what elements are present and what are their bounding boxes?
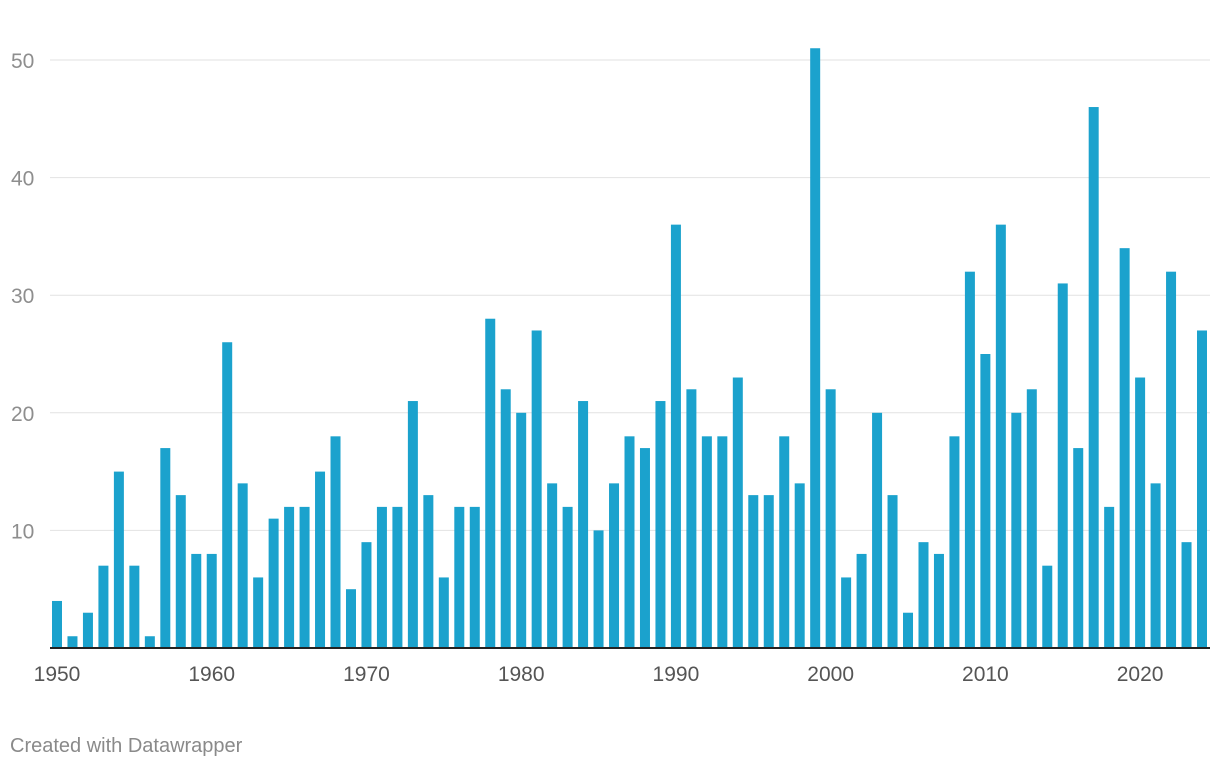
bar-1954 [113,471,124,648]
bar-2020 [1135,377,1146,648]
bar-1984 [578,401,589,648]
bar-1950 [52,600,62,648]
bar-1995 [748,495,759,648]
x-tick-label: 2020 [1117,663,1164,686]
bar-1978 [485,318,496,648]
bar-1999 [810,48,821,649]
bar-1969 [345,589,356,648]
bar-1959 [191,553,202,648]
bar-1952 [82,612,93,648]
bar-2012 [1011,412,1022,648]
bar-1965 [284,506,295,648]
bar-2011 [995,224,1006,648]
x-tick-label: 1970 [343,663,390,686]
x-tick-label: 2000 [807,663,854,686]
bar-1985 [593,530,604,648]
bar-2013 [1026,389,1037,648]
bar-1967 [315,471,326,648]
y-tick-label: 50 [11,50,34,73]
bar-1981 [531,330,542,648]
bar-1974 [423,495,434,648]
bar-2021 [1150,483,1161,648]
bar-1993 [717,436,728,648]
bar-1962 [237,483,248,648]
bar-1988 [639,448,650,648]
bar-1989 [655,401,666,648]
bar-1964 [268,518,279,648]
bar-2002 [856,553,867,648]
bar-1986 [609,483,620,648]
bar-chart: 10 20 30 40 50 1950 1960 1970 1980 1990 2000 2010 20… [11,48,1210,686]
bar-1968 [330,436,341,648]
bar-1987 [624,436,635,648]
bar-2007 [933,553,944,648]
bar-2022 [1166,271,1177,648]
bar-1992 [701,436,712,648]
bar-2005 [903,612,914,648]
y-tick-label: 10 [11,520,34,543]
bar-1975 [438,577,449,648]
y-tick-label: 20 [11,403,34,426]
y-tick-label: 30 [11,285,34,308]
bar-1963 [253,577,264,648]
bar-2004 [887,495,898,648]
bar-1990 [670,224,681,648]
bar-1997 [779,436,790,648]
bar-1991 [686,389,697,648]
bar-2024 [1197,330,1207,648]
y-tick-label: 40 [11,168,34,191]
bar-2009 [964,271,975,648]
bar-1961 [222,342,233,648]
bar-2019 [1119,248,1130,648]
bar-1971 [376,506,387,648]
bar-1998 [794,483,805,648]
y-axis-ticks: 10 20 30 40 50 [11,50,34,543]
bar-2016 [1073,448,1084,648]
bars [52,48,1207,649]
chart-svg: 10 20 30 40 50 1950 1960 1970 1980 1990 2000 2010 20… [11,48,1210,686]
bar-1970 [361,542,372,648]
bar-2006 [918,542,929,648]
bar-2010 [980,354,991,648]
bar-1951 [67,636,78,648]
bar-1972 [392,506,403,648]
x-tick-label: 1950 [34,663,81,686]
bar-1958 [175,495,186,648]
x-tick-label: 2010 [962,663,1009,686]
bar-1983 [562,506,573,648]
bar-1955 [129,565,140,648]
bar-1960 [206,553,217,648]
x-tick-label: 1990 [653,663,700,686]
bar-2023 [1181,542,1192,648]
bar-1956 [144,636,155,648]
bar-2015 [1057,283,1068,648]
bar-2017 [1088,107,1099,649]
bar-2014 [1042,565,1053,648]
bar-1996 [763,495,774,648]
bar-1980 [516,412,527,648]
bar-2000 [825,389,836,648]
bar-1973 [407,401,418,648]
bar-1953 [98,565,109,648]
x-tick-label: 1960 [188,663,235,686]
bar-2018 [1104,506,1115,648]
x-axis-ticks: 1950 1960 1970 1980 1990 2000 2010 2020 [34,663,1164,686]
bar-1957 [160,448,171,648]
bar-1966 [299,506,310,648]
bar-1994 [732,377,743,648]
credit-text: Created with Datawrapper [10,735,243,757]
bar-1977 [469,506,480,648]
bar-2003 [872,412,883,648]
bar-1979 [500,389,511,648]
bar-2008 [949,436,960,648]
bar-2001 [841,577,852,648]
bar-1976 [454,506,465,648]
x-tick-label: 1980 [498,663,545,686]
bar-1982 [547,483,558,648]
